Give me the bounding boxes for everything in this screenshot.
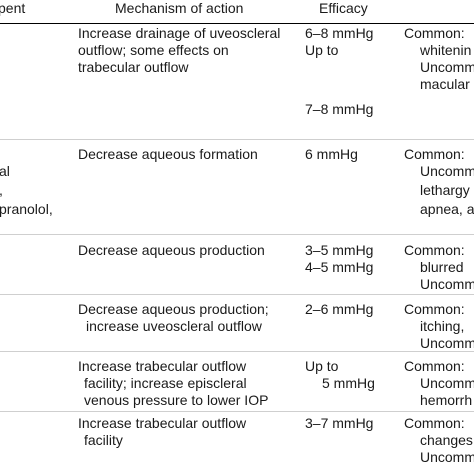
effects-line: Uncomm [420, 59, 474, 75]
efficacy-line: 2–6 mmHg [305, 301, 374, 317]
efficacy-line: Up to [305, 42, 339, 58]
effects-line: macular [420, 76, 470, 92]
effects-line: apnea, a [420, 201, 474, 217]
mechanism-line: Decrease aqueous production [78, 242, 265, 258]
mechanism-line: facility [84, 432, 123, 448]
agent-line: al [0, 163, 10, 179]
mechanism-line: Decrease aqueous production; [78, 301, 269, 317]
mechanism-line: Increase trabecular outflow [78, 415, 247, 431]
effects-line: Uncomm [420, 375, 474, 391]
effects-line: itching, [420, 318, 465, 334]
effects-line: Common: [404, 25, 465, 41]
efficacy-line: 7–8 mmHg [305, 101, 374, 117]
mechanism-line: facility; increase episcleral [84, 375, 247, 391]
mechanism-line: outflow; some effects on [78, 42, 229, 58]
header-mechanism: Mechanism of action [115, 0, 244, 16]
mechanism-line: venous pressure to lower IOP [84, 392, 269, 408]
effects-line: Uncomm [420, 163, 474, 179]
header-agent: pent [0, 0, 26, 16]
row-divider [0, 351, 474, 352]
efficacy-line: 6 mmHg [305, 146, 358, 162]
effects-line: blurred [420, 259, 464, 275]
effects-line: changes [420, 432, 473, 448]
effects-line: Uncomm [420, 335, 474, 351]
row-divider [0, 234, 474, 235]
effects-line: Uncomm [420, 276, 474, 292]
effects-line: whitenin [420, 42, 472, 58]
agent-line: pranolol, [0, 201, 53, 217]
effects-line: hemorrh [420, 392, 473, 408]
effects-line: Common: [404, 242, 465, 258]
efficacy-line: 4–5 mmHg [305, 259, 374, 275]
effects-line: Common: [404, 301, 465, 317]
efficacy-line: Up to [305, 358, 339, 374]
header-efficacy: Efficacy [319, 0, 368, 16]
efficacy-line: 6–8 mmHg [305, 25, 374, 41]
agent-line: , [0, 182, 3, 199]
mechanism-line: trabecular outflow [78, 59, 189, 75]
effects-line: Common: [404, 415, 465, 431]
mechanism-line: Increase drainage of uveoscleral [78, 25, 281, 41]
efficacy-line: 5 mmHg [322, 375, 375, 391]
mechanism-line: Increase trabecular outflow [78, 358, 247, 374]
row-divider [0, 411, 474, 412]
mechanism-line: Decrease aqueous formation [78, 146, 258, 162]
efficacy-line: 3–7 mmHg [305, 415, 374, 431]
row-divider [0, 294, 474, 295]
efficacy-line: 3–5 mmHg [305, 242, 374, 258]
effects-line: Common: [404, 146, 465, 162]
effects-line: Common: [404, 358, 465, 374]
row-divider [0, 139, 474, 140]
effects-line: Uncomm [420, 449, 474, 465]
mechanism-line: increase uveoscleral outflow [86, 318, 262, 334]
table-header: pent Mechanism of action Efficacy [0, 0, 474, 24]
effects-line: lethargy [420, 182, 470, 198]
